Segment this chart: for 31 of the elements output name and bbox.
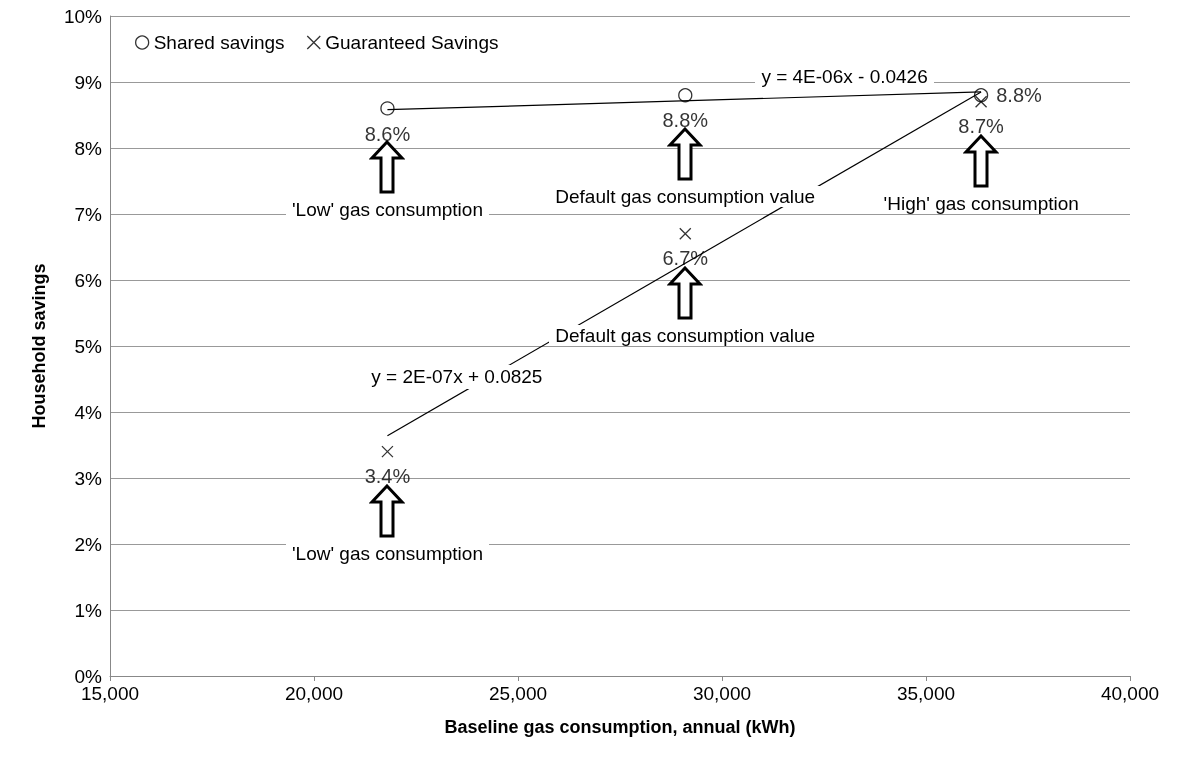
data-label: 8.7% <box>958 114 1005 137</box>
x-tick-label: 30,000 <box>692 683 752 704</box>
data-label: 8.8% <box>996 84 1043 107</box>
y-tick-label: 4% <box>74 401 103 423</box>
y-tick-label: 7% <box>74 203 103 225</box>
annotation: y = 4E-06x - 0.0426 <box>755 64 934 90</box>
annotation: 'High' gas consumption <box>877 192 1085 214</box>
annotation: 'Low' gas consumption <box>285 542 489 564</box>
annotation: 'Low' gas consumption <box>285 199 489 221</box>
x-tick-label: 25,000 <box>488 683 548 704</box>
y-tick-label: 10% <box>63 5 103 27</box>
y-tick-label: 1% <box>74 599 103 621</box>
x-axis-title: Baseline gas consumption, annual (kWh) <box>444 717 796 737</box>
data-label: 8.6% <box>364 122 411 145</box>
x-tick-label: 20,000 <box>284 683 344 704</box>
y-tick-label: 9% <box>74 71 103 93</box>
y-tick-label: 8% <box>74 137 103 159</box>
y-tick-label: 2% <box>74 533 103 555</box>
x-tick-label: 40,000 <box>1100 683 1160 704</box>
annotation: Default gas consumption value <box>549 324 822 346</box>
y-tick-label: 6% <box>74 269 103 291</box>
y-tick-label: 3% <box>74 467 103 489</box>
annotation: y = 2E-07x + 0.0825 <box>365 364 549 390</box>
data-label: 8.8% <box>662 109 709 132</box>
x-tick-label: 35,000 <box>896 683 956 704</box>
data-label: 3.4% <box>364 464 411 487</box>
legend-label: Guaranteed Savings <box>325 32 499 53</box>
legend-label: Shared savings <box>153 32 285 53</box>
y-axis-title: Household savings <box>29 263 49 429</box>
y-tick-label: 5% <box>74 335 103 357</box>
annotation: Default gas consumption value <box>549 186 822 208</box>
